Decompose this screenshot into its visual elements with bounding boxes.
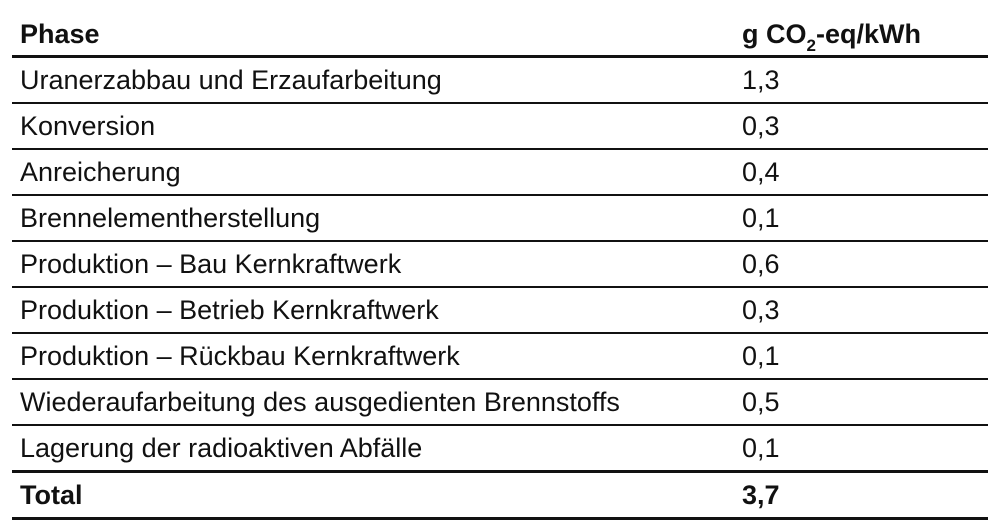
table-row: Brennelementherstellung 0,1 xyxy=(12,195,988,242)
row-phase: Lagerung der radioaktiven Abfälle xyxy=(12,425,734,473)
header-row: Phase g CO2-eq/kWh xyxy=(12,14,988,58)
table-row: Wiederaufarbeitung des ausgedienten Bren… xyxy=(12,379,988,426)
table-row: Konversion 0,3 xyxy=(12,103,988,150)
header-unit-subscript: 2 xyxy=(806,36,816,56)
row-value: 0,5 xyxy=(734,379,988,426)
row-value: 0,3 xyxy=(734,287,988,334)
table-header: Phase g CO2-eq/kWh xyxy=(12,14,988,58)
table-row: Anreicherung 0,4 xyxy=(12,149,988,196)
row-phase: Produktion – Rückbau Kernkraftwerk xyxy=(12,333,734,380)
row-phase: Uranerzabbau und Erzaufarbeitung xyxy=(12,56,734,104)
row-value: 1,3 xyxy=(734,56,988,104)
row-phase: Produktion – Bau Kernkraftwerk xyxy=(12,241,734,288)
table-row: Uranerzabbau und Erzaufarbeitung 1,3 xyxy=(12,56,988,104)
row-phase: Brennelementherstellung xyxy=(12,195,734,242)
row-phase: Anreicherung xyxy=(12,149,734,196)
row-value: 0,6 xyxy=(734,241,988,288)
row-value: 0,1 xyxy=(734,425,988,473)
total-row: Total 3,7 xyxy=(12,471,988,520)
table-row: Produktion – Betrieb Kernkraftwerk 0,3 xyxy=(12,287,988,334)
row-value: 0,1 xyxy=(734,195,988,242)
row-value: 0,4 xyxy=(734,149,988,196)
row-value: 0,3 xyxy=(734,103,988,150)
emissions-table-container: Phase g CO2-eq/kWh Uranerzabbau und Erza… xyxy=(12,14,988,520)
table-footer: Total 3,7 xyxy=(12,471,988,520)
table-row: Lagerung der radioaktiven Abfälle 0,1 xyxy=(12,425,988,473)
header-unit-suffix: -eq/kWh xyxy=(815,19,921,49)
row-value: 0,1 xyxy=(734,333,988,380)
total-value: 3,7 xyxy=(734,471,988,520)
header-unit: g CO2-eq/kWh xyxy=(734,14,988,58)
emissions-table: Phase g CO2-eq/kWh Uranerzabbau und Erza… xyxy=(12,14,988,520)
row-phase: Konversion xyxy=(12,103,734,150)
header-unit-prefix: g CO xyxy=(742,19,807,49)
table-body: Uranerzabbau und Erzaufarbeitung 1,3 Kon… xyxy=(12,56,988,473)
table-row: Produktion – Rückbau Kernkraftwerk 0,1 xyxy=(12,333,988,380)
row-phase: Produktion – Betrieb Kernkraftwerk xyxy=(12,287,734,334)
table-row: Produktion – Bau Kernkraftwerk 0,6 xyxy=(12,241,988,288)
row-phase: Wiederaufarbeitung des ausgedienten Bren… xyxy=(12,379,734,426)
total-label: Total xyxy=(12,471,734,520)
header-phase: Phase xyxy=(12,14,734,58)
